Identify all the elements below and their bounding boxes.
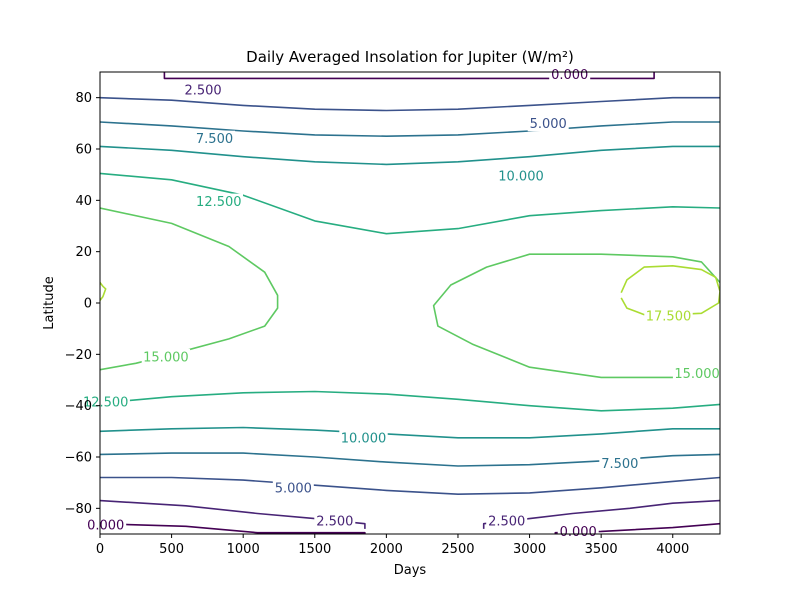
contour-line: [100, 172, 720, 235]
contour-line: [100, 499, 366, 529]
contour-label: 0.000: [549, 66, 591, 83]
svg-text:12.500: 12.500: [83, 395, 129, 410]
contour-label: 10.000: [339, 429, 388, 446]
contour-line: [100, 121, 720, 137]
contour-label: 0.000: [557, 523, 599, 540]
contour-label: 5.000: [527, 115, 569, 132]
svg-text:0.000: 0.000: [87, 519, 124, 534]
x-tick-label: 3000: [513, 542, 546, 557]
svg-text:7.500: 7.500: [601, 457, 638, 472]
y-axis-label: Latitude: [42, 276, 57, 330]
svg-text:0.000: 0.000: [560, 525, 597, 540]
y-axis-ticks: −80 −60 −40 −20 0 20 40 60 80: [65, 91, 100, 517]
x-tick-label: 500: [159, 542, 184, 557]
y-tick-label: −60: [65, 451, 92, 466]
svg-text:10.000: 10.000: [341, 431, 387, 446]
x-tick-label: 3500: [585, 542, 618, 557]
x-tick-label: 0: [96, 542, 104, 557]
x-tick-label: 4000: [656, 542, 689, 557]
contour-line: [100, 145, 720, 166]
contour-line: [100, 522, 366, 534]
x-tick-label: 1500: [298, 542, 331, 557]
contour-label: 7.500: [599, 455, 641, 472]
contour-label: 2.500: [486, 513, 528, 530]
contour-line: [100, 476, 720, 495]
svg-text:5.000: 5.000: [275, 481, 312, 496]
contour-line: [163, 72, 655, 80]
contour-line: [100, 96, 720, 112]
contour-label: 12.500: [81, 393, 130, 410]
contour-label: 17.500: [644, 307, 693, 324]
x-axis-label: Days: [394, 563, 427, 578]
contour-label: 7.500: [194, 130, 235, 147]
svg-text:15.000: 15.000: [674, 367, 720, 382]
y-tick-label: 60: [75, 143, 92, 158]
svg-text:2.500: 2.500: [316, 515, 353, 530]
svg-text:17.500: 17.500: [646, 309, 692, 324]
y-tick-label: 20: [75, 245, 92, 260]
contour-line: [432, 253, 720, 379]
x-tick-label: 2000: [370, 542, 403, 557]
svg-text:12.500: 12.500: [196, 195, 242, 210]
contour-label: 2.500: [182, 82, 224, 99]
contour-label: 15.000: [672, 365, 722, 382]
y-tick-label: −40: [65, 399, 92, 414]
svg-text:5.000: 5.000: [530, 117, 567, 132]
y-tick-label: 80: [75, 91, 92, 106]
contour-line: [482, 499, 720, 529]
contour-label: 15.000: [141, 348, 191, 365]
x-tick-label: 1000: [227, 542, 260, 557]
svg-text:0.000: 0.000: [551, 68, 588, 83]
svg-text:2.500: 2.500: [488, 515, 525, 530]
contour-label: 0.000: [85, 517, 127, 534]
contour-label: 10.000: [496, 167, 546, 184]
y-tick-label: −20: [65, 348, 92, 363]
contour-label: 12.500: [194, 193, 243, 210]
contour-labels: 0.000 0.000 0.000 2.500 2.500 2.500 5.000 5.000…: [81, 66, 722, 540]
contour-label: 5.000: [272, 479, 314, 496]
svg-text:7.500: 7.500: [196, 132, 233, 147]
x-tick-label: 2500: [441, 542, 474, 557]
y-tick-label: −80: [65, 502, 92, 517]
contour-line: [100, 426, 720, 439]
contour-line: [620, 265, 720, 316]
contour-line: [100, 282, 107, 301]
svg-text:10.000: 10.000: [498, 169, 544, 184]
x-axis-ticks: 0 500 1000 1500 2000 2500 3000 3500 4000: [96, 534, 689, 557]
contour-line: [100, 390, 720, 412]
contour-label: 2.500: [314, 513, 356, 530]
chart-title: Daily Averaged Insolation for Jupiter (W…: [246, 48, 574, 66]
y-tick-label: 40: [75, 194, 92, 209]
svg-text:2.500: 2.500: [184, 84, 221, 99]
contour-line: [554, 522, 720, 534]
y-tick-label: 0: [84, 297, 92, 312]
svg-text:15.000: 15.000: [143, 350, 189, 365]
